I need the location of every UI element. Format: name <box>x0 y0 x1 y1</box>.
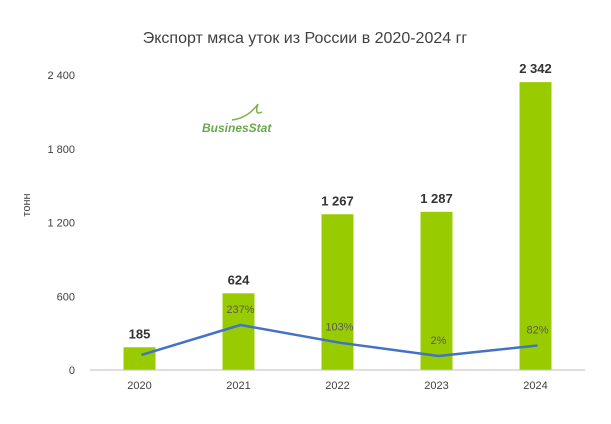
x-axis-ticks: 2020 2021 2022 2023 2024 <box>127 380 547 392</box>
growth-label: 82% <box>526 324 548 336</box>
growth-label: 103% <box>325 322 353 334</box>
logo-text: BusinesStat <box>202 121 272 135</box>
businesstat-logo: BusinesStat <box>202 103 272 135</box>
y-tick-label: 1 200 <box>47 218 75 230</box>
growth-labels: 237% 103% 2% 82% <box>226 304 548 347</box>
growth-line-path <box>141 323 538 358</box>
bars <box>123 82 552 371</box>
y-axis-label: тонн <box>21 193 33 216</box>
y-axis-ticks: 0 600 1 200 1 800 2 400 <box>47 70 75 377</box>
x-tick-label: 2023 <box>424 380 448 392</box>
y-tick-label: 0 <box>69 365 75 377</box>
growth-line <box>141 323 538 358</box>
chart-title: Экспорт мяса уток из России в 2020-2024 … <box>143 30 468 47</box>
bar-value-label: 624 <box>228 272 250 287</box>
y-tick-label: 1 800 <box>47 144 75 156</box>
bar-value-label: 2 342 <box>519 61 552 76</box>
bar-value-label: 185 <box>129 326 151 341</box>
bar-value-label: 1 287 <box>420 191 453 206</box>
value-labels: 185 624 1 267 1 287 2 342 <box>129 61 552 341</box>
x-tick-label: 2020 <box>127 380 151 392</box>
y-tick-label: 2 400 <box>47 70 75 82</box>
growth-label: 2% <box>431 335 447 347</box>
bar-value-label: 1 267 <box>321 193 354 208</box>
bar-2022 <box>321 214 354 370</box>
x-tick-label: 2022 <box>325 380 349 392</box>
y-tick-label: 600 <box>57 291 75 303</box>
bar-2024 <box>519 82 552 371</box>
growth-label: 237% <box>226 304 254 316</box>
x-tick-label: 2024 <box>523 380 547 392</box>
bar-2023 <box>420 211 453 370</box>
bar-2020 <box>123 347 156 370</box>
x-tick-label: 2021 <box>226 380 250 392</box>
bar-2021 <box>222 293 255 370</box>
